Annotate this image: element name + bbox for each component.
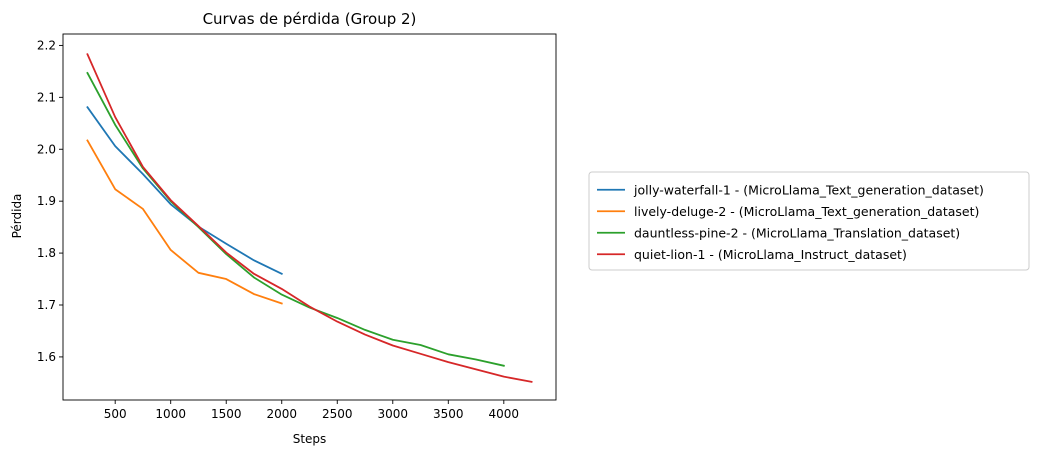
x-tick-label: 3500 (433, 407, 464, 421)
y-tick-label: 1.6 (37, 350, 56, 364)
chart-title: Curvas de pérdida (Group 2) (203, 10, 417, 28)
legend-box (588, 171, 1030, 271)
x-tick-label: 1000 (155, 407, 186, 421)
y-tick-label: 1.9 (37, 194, 56, 208)
series-line-1 (86, 105, 283, 276)
legend-label-4: quiet-lion-1 - (MicroLlama_Instruct_data… (634, 247, 907, 262)
legend-label-3: dauntless-pine-2 - (MicroLlama_Translati… (634, 225, 960, 240)
y-tick-label: 1.8 (37, 246, 56, 260)
y-tick-label: 2.0 (37, 142, 56, 156)
x-tick-label: 500 (104, 407, 127, 421)
y-axis: 1.6 1.7 1.8 1.9 2.0 2.1 2.2 (37, 38, 63, 364)
x-axis-label: Steps (293, 432, 327, 446)
plot-frame (62, 33, 557, 401)
x-tick-label: 2000 (266, 407, 297, 421)
plot-area (62, 33, 557, 401)
x-tick-label: 4000 (489, 407, 520, 421)
y-axis-label: Pérdida (10, 194, 24, 239)
x-axis: 500 1000 1500 2000 2500 3000 3500 4000 (104, 400, 519, 421)
y-tick-label: 1.7 (37, 298, 56, 312)
series-line-4 (86, 53, 533, 383)
x-tick-label: 3000 (378, 407, 409, 421)
legend: jolly-waterfall-1 - (MicroLlama_Text_gen… (588, 171, 1030, 271)
x-tick-label: 1500 (211, 407, 242, 421)
y-tick-label: 2.2 (37, 38, 56, 52)
series-line-2 (86, 139, 283, 305)
x-tick-label: 2500 (322, 407, 353, 421)
y-tick-label: 2.1 (37, 90, 56, 104)
legend-label-2: lively-deluge-2 - (MicroLlama_Text_gener… (634, 204, 979, 219)
legend-label-1: jolly-waterfall-1 - (MicroLlama_Text_gen… (633, 182, 984, 197)
